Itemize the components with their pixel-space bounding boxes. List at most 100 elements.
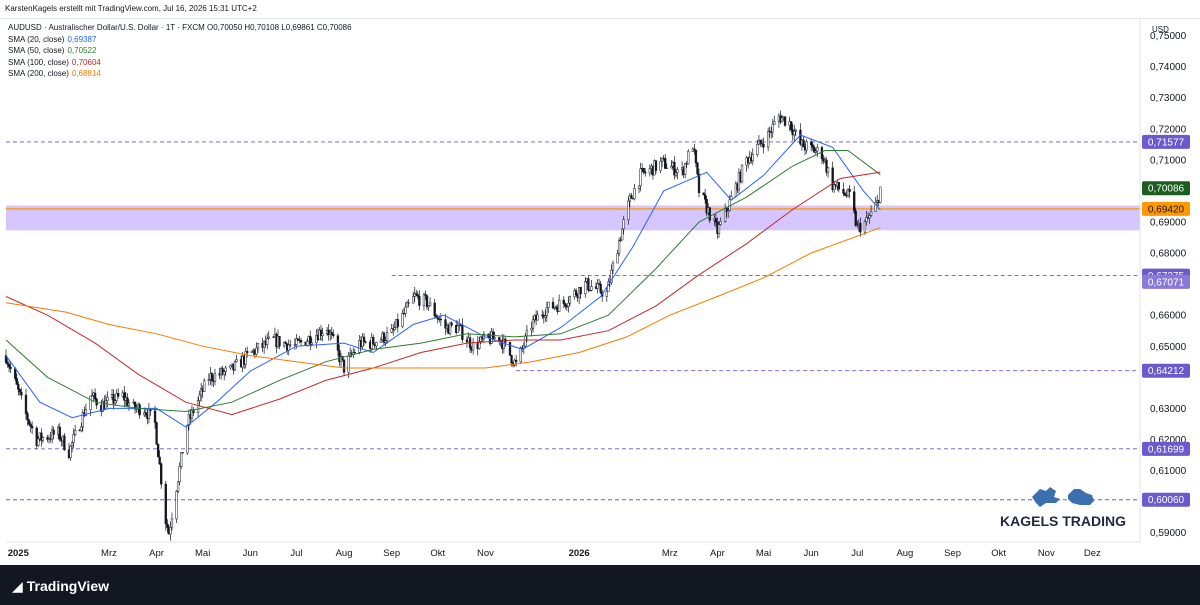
candle <box>813 145 816 153</box>
candle <box>27 418 31 427</box>
candle-body <box>29 423 32 427</box>
candle <box>416 290 419 300</box>
candle <box>147 403 151 424</box>
price-label-box <box>1142 201 1190 216</box>
candle-body <box>321 333 324 336</box>
candle-body <box>793 130 796 136</box>
candle <box>802 136 805 148</box>
candle <box>674 168 678 178</box>
candle-body <box>670 166 673 169</box>
y-tick-label: 0,71000 <box>1150 155 1187 166</box>
candle-body <box>52 429 55 435</box>
candle-body <box>309 336 312 345</box>
candle <box>106 391 109 408</box>
candle <box>404 302 407 318</box>
legend-sma-100[interactable]: SMA (100, close) 0,70604 <box>8 57 352 69</box>
candle <box>471 337 475 355</box>
x-tick-label: Mai <box>195 548 210 559</box>
candle-body <box>833 184 836 190</box>
price-label-text: 0,67071 <box>1148 277 1185 288</box>
candle-body <box>405 302 409 308</box>
candle-body <box>233 361 237 371</box>
legend-sma-20[interactable]: SMA (20, close) 0,69387 <box>8 34 352 46</box>
candle <box>287 339 290 356</box>
candle-body <box>418 296 421 306</box>
candle <box>15 373 18 385</box>
candle-body <box>611 262 615 271</box>
candle <box>622 215 625 235</box>
legend-value: 0,68814 <box>71 69 101 78</box>
x-tick-label: Nov <box>1038 548 1055 559</box>
candle <box>436 314 439 324</box>
candle <box>422 292 426 311</box>
candle-body <box>138 404 141 416</box>
candle-body <box>235 359 238 362</box>
legend-label: SMA (20, close) <box>8 34 65 44</box>
candle <box>433 298 436 319</box>
candle-body <box>854 210 857 226</box>
candle-body <box>627 200 630 220</box>
candle-body <box>461 324 464 340</box>
bull-icon <box>1032 487 1060 507</box>
candle <box>246 346 249 358</box>
candle <box>178 462 181 486</box>
candle-body <box>708 207 711 221</box>
candle-body <box>660 157 664 162</box>
candle <box>868 212 871 225</box>
candle <box>90 389 94 397</box>
candle-body <box>551 301 555 309</box>
tradingview-logo[interactable]: ◢ TradingView <box>12 578 109 595</box>
candle <box>95 397 98 410</box>
top-bar: KarstenKagels erstellt mit TradingView.c… <box>0 0 1200 19</box>
candle-body <box>385 332 389 341</box>
candle-body <box>610 269 613 283</box>
candle <box>439 313 443 327</box>
candle <box>20 387 23 400</box>
candle-body <box>18 389 21 393</box>
candle-body <box>14 368 17 379</box>
candle <box>424 290 427 301</box>
candle-body <box>156 443 160 458</box>
candle <box>362 333 366 347</box>
candle-body <box>278 335 281 347</box>
candle <box>687 149 690 165</box>
candle <box>848 185 851 199</box>
candle-body <box>874 202 877 212</box>
candle <box>596 278 599 294</box>
candle <box>642 167 645 175</box>
y-tick-label: 0,75000 <box>1150 31 1187 42</box>
legend-sma-200[interactable]: SMA (200, close) 0,68814 <box>8 68 352 80</box>
candle <box>619 236 622 243</box>
candle-body <box>353 351 356 354</box>
price-label-text: 0,61699 <box>1148 444 1185 455</box>
candle <box>879 186 882 204</box>
candle <box>530 321 533 337</box>
candle-body <box>654 160 658 171</box>
candle-body <box>196 400 200 413</box>
candle-body <box>705 199 708 214</box>
candle-body <box>665 167 668 169</box>
candle <box>9 362 12 373</box>
candle-body <box>155 422 158 445</box>
chart-credit: KarstenKagels erstellt mit TradingView.c… <box>5 4 257 13</box>
candle <box>272 335 275 338</box>
price-label-text: 0,64212 <box>1148 366 1185 377</box>
currency-label: USD <box>1152 25 1169 34</box>
legend-sma-50[interactable]: SMA (50, close) 0,70522 <box>8 45 352 57</box>
candle-body <box>810 141 813 145</box>
candle <box>93 388 97 401</box>
sma-line <box>5 150 881 413</box>
candle <box>843 191 847 197</box>
candle <box>751 148 754 166</box>
candle <box>730 190 733 200</box>
symbol-line[interactable]: AUDUSD · Australischer Dollar/U.S. Dolla… <box>8 23 352 32</box>
candle-body <box>837 182 840 190</box>
candle <box>659 157 662 174</box>
candle <box>80 422 83 433</box>
candle-body <box>113 400 117 404</box>
candle-body <box>562 299 565 304</box>
candle <box>186 424 189 455</box>
candle-body <box>637 185 641 189</box>
candle <box>708 207 711 224</box>
